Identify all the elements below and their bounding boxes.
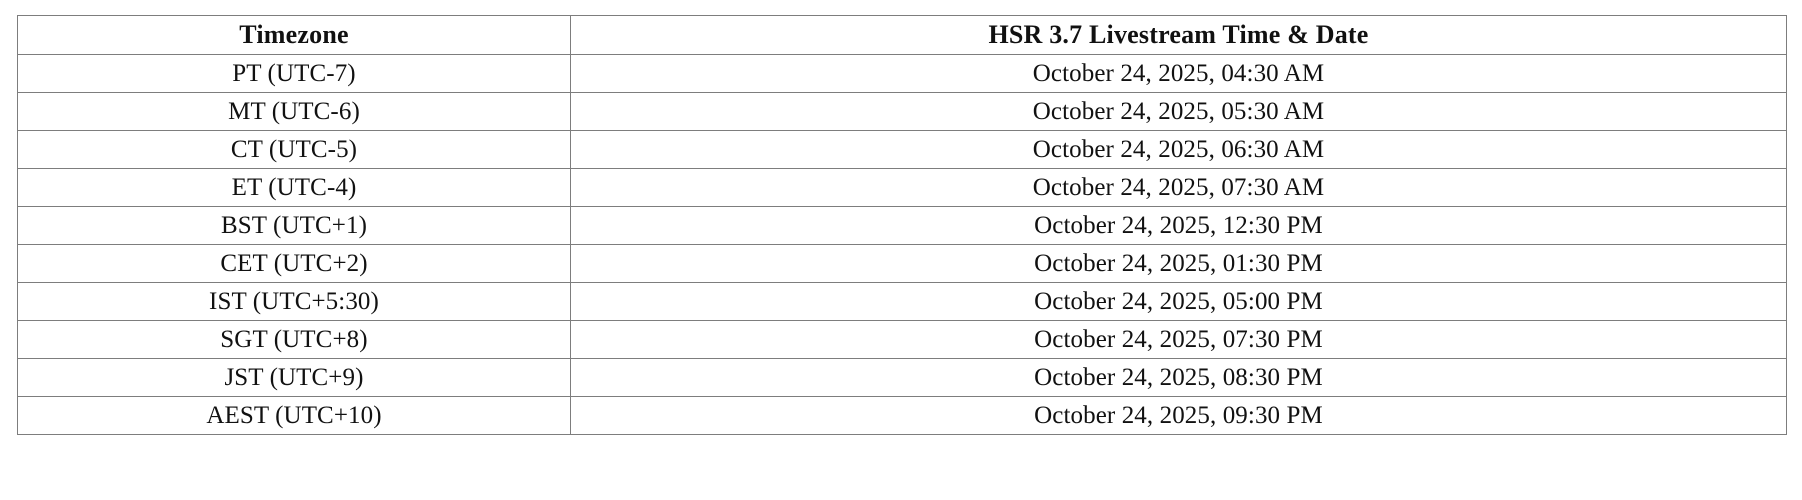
cell-livestream-time: October 24, 2025, 06:30 AM [570, 130, 1787, 169]
table-row: AEST (UTC+10) October 24, 2025, 09:30 PM [17, 396, 1787, 435]
cell-timezone: CET (UTC+2) [17, 244, 571, 283]
table-row: MT (UTC-6) October 24, 2025, 05:30 AM [17, 92, 1787, 131]
timezone-table-container: Timezone HSR 3.7 Livestream Time & Date … [17, 15, 1787, 435]
cell-timezone: MT (UTC-6) [17, 92, 571, 131]
cell-timezone: PT (UTC-7) [17, 54, 571, 93]
table-row: JST (UTC+9) October 24, 2025, 08:30 PM [17, 358, 1787, 397]
table-body: PT (UTC-7) October 24, 2025, 04:30 AM MT (… [17, 54, 1787, 435]
cell-livestream-time: October 24, 2025, 07:30 PM [570, 320, 1787, 359]
table-row: PT (UTC-7) October 24, 2025, 04:30 AM [17, 54, 1787, 93]
cell-livestream-time: October 24, 2025, 05:30 AM [570, 92, 1787, 131]
table-row: BST (UTC+1) October 24, 2025, 12:30 PM [17, 206, 1787, 245]
cell-livestream-time: October 24, 2025, 04:30 AM [570, 54, 1787, 93]
cell-livestream-time: October 24, 2025, 09:30 PM [570, 396, 1787, 435]
livestream-timezone-table: Timezone HSR 3.7 Livestream Time & Date … [17, 15, 1787, 435]
table-row: SGT (UTC+8) October 24, 2025, 07:30 PM [17, 320, 1787, 359]
cell-timezone: ET (UTC-4) [17, 168, 571, 207]
table-row: CT (UTC-5) October 24, 2025, 06:30 AM [17, 130, 1787, 169]
cell-timezone: AEST (UTC+10) [17, 396, 571, 435]
cell-livestream-time: October 24, 2025, 05:00 PM [570, 282, 1787, 321]
cell-timezone: BST (UTC+1) [17, 206, 571, 245]
cell-livestream-time: October 24, 2025, 12:30 PM [570, 206, 1787, 245]
cell-timezone: JST (UTC+9) [17, 358, 571, 397]
table-header: Timezone HSR 3.7 Livestream Time & Date [17, 15, 1787, 55]
cell-timezone: CT (UTC-5) [17, 130, 571, 169]
cell-livestream-time: October 24, 2025, 08:30 PM [570, 358, 1787, 397]
cell-timezone: SGT (UTC+8) [17, 320, 571, 359]
table-row: CET (UTC+2) October 24, 2025, 01:30 PM [17, 244, 1787, 283]
cell-timezone: IST (UTC+5:30) [17, 282, 571, 321]
table-row: IST (UTC+5:30) October 24, 2025, 05:00 PM [17, 282, 1787, 321]
table-row: ET (UTC-4) October 24, 2025, 07:30 AM [17, 168, 1787, 207]
column-header-livestream-time: HSR 3.7 Livestream Time & Date [570, 15, 1787, 55]
table-header-row: Timezone HSR 3.7 Livestream Time & Date [17, 15, 1787, 55]
column-header-timezone: Timezone [17, 15, 571, 55]
cell-livestream-time: October 24, 2025, 01:30 PM [570, 244, 1787, 283]
cell-livestream-time: October 24, 2025, 07:30 AM [570, 168, 1787, 207]
